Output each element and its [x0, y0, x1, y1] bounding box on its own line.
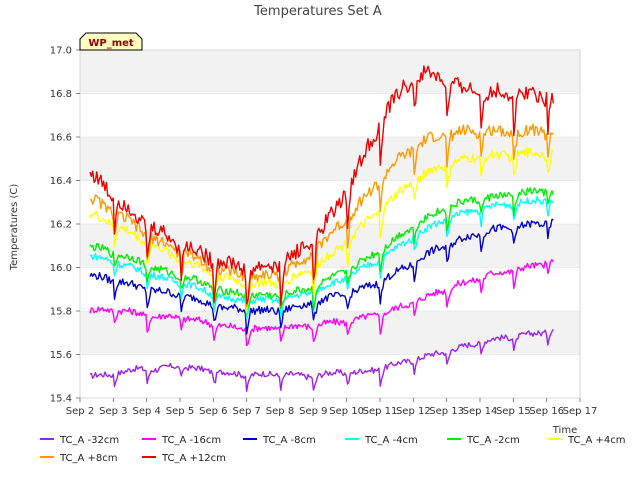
- series-line: [89, 123, 554, 308]
- legend-label: TC_A -32cm: [59, 435, 119, 446]
- legend-label: TC_A -2cm: [466, 435, 520, 446]
- x-tick-label: Sep 9: [299, 406, 327, 417]
- plot-band: [80, 354, 580, 398]
- x-tick-label: Sep 4: [132, 406, 160, 417]
- x-tick-label: Sep 15: [496, 406, 531, 417]
- badge-label: WP_met: [88, 38, 134, 49]
- x-tick-label: Sep 16: [529, 406, 564, 417]
- x-tick-label: Sep 10: [329, 406, 364, 417]
- y-tick-label: 15.6: [50, 350, 72, 361]
- x-tick-label: Sep 11: [363, 406, 398, 417]
- y-tick-label: 15.8: [50, 307, 72, 318]
- plot-band: [80, 180, 580, 224]
- legend-label: TC_A -4cm: [364, 435, 418, 446]
- series-lines: [89, 65, 554, 392]
- plot-band: [80, 267, 580, 311]
- y-tick-label: 16.0: [50, 263, 72, 274]
- legend-label: TC_A -8cm: [262, 435, 316, 446]
- x-tick-label: Sep 3: [99, 406, 127, 417]
- chart-title: Temperatures Set A: [253, 4, 382, 19]
- x-tick-label: Sep 6: [199, 406, 227, 417]
- series-line: [89, 146, 554, 314]
- x-tick-label: Sep 2: [66, 406, 94, 417]
- x-tick-label: Sep 5: [166, 406, 194, 417]
- y-tick-label: 16.4: [50, 176, 72, 187]
- legend-label: TC_A -16cm: [161, 435, 221, 446]
- wp-met-badge: WP_met: [79, 32, 143, 51]
- x-tick-label: Sep 8: [266, 406, 294, 417]
- x-tick-label: Sep 7: [232, 406, 260, 417]
- plot-band: [80, 311, 580, 355]
- x-tick-label: Sep 13: [429, 406, 464, 417]
- series-line: [89, 329, 554, 392]
- y-tick-label: 17.0: [50, 46, 72, 57]
- plot-band: [80, 137, 580, 181]
- y-axis-label: Temperatures (C): [9, 184, 20, 272]
- x-tick-label: Sep 12: [396, 406, 431, 417]
- series-line: [89, 259, 554, 347]
- y-tick-label: 16.8: [50, 89, 72, 100]
- gridlines: [80, 49, 580, 399]
- x-tick-label: Sep 14: [463, 406, 498, 417]
- legend-label: TC_A +4cm: [567, 435, 626, 446]
- y-axis: 15.4 15.6 15.8 16.0 16.2 16.4 16.6 16.8 17.0: [50, 46, 80, 405]
- y-tick-label: 16.2: [50, 220, 72, 231]
- plot-band: [80, 50, 580, 94]
- legend: TC_A -32cm TC_A -16cm TC_A -8cm TC_A -4cm TC…: [40, 435, 626, 464]
- plot-band: [80, 93, 580, 137]
- series-line: [89, 65, 554, 306]
- y-tick-label: 16.6: [50, 133, 72, 144]
- series-line: [89, 196, 554, 320]
- series-line: [89, 187, 554, 314]
- legend-label: TC_A +12cm: [161, 453, 226, 464]
- x-axis: Sep 2 Sep 3 Sep 4 Sep 5 Sep 6 Sep 7 Sep 8 Sep 9…: [66, 398, 598, 417]
- x-axis-label: Time: [552, 425, 577, 436]
- y-tick-label: 15.4: [50, 394, 72, 405]
- series-line: [89, 218, 554, 335]
- legend-label: TC_A +8cm: [59, 453, 118, 464]
- x-tick-label: Sep 17: [563, 406, 598, 417]
